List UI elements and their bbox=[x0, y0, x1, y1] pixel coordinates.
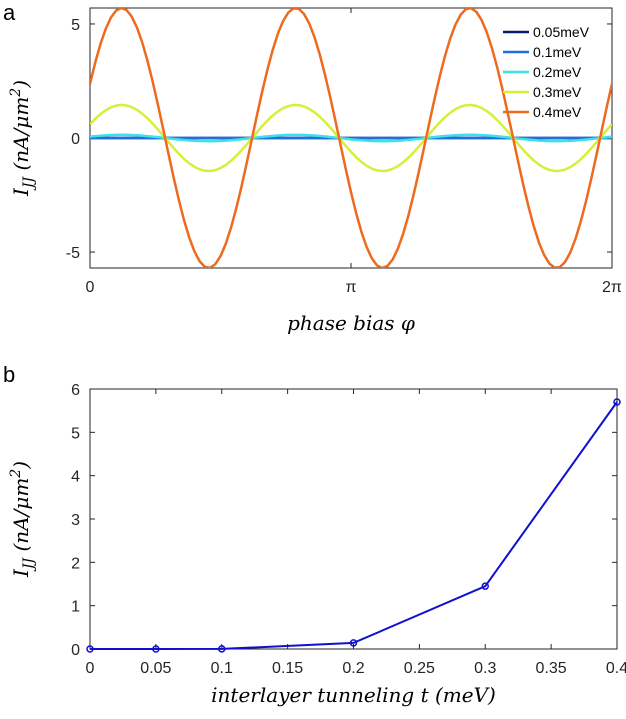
y-tick-label: 2 bbox=[71, 555, 80, 572]
x-tick-label: π bbox=[345, 279, 356, 296]
legend-label: 0.3meV bbox=[533, 84, 582, 100]
y-axis-label: IJJ (nA/μm2) bbox=[8, 461, 37, 578]
data-point bbox=[152, 645, 160, 653]
y-tick-label: -5 bbox=[66, 245, 80, 262]
x-axis-label: phase bias φ bbox=[287, 311, 415, 335]
x-tick-label: 0.3 bbox=[474, 660, 496, 677]
chart-panel-a: a 0 π 2π -5 0 5 phase bias φ IJJ (nA/μm2) 0.05meV… bbox=[3, 0, 622, 335]
legend-label: 0.1meV bbox=[533, 44, 582, 60]
y-label-main: I bbox=[9, 568, 33, 578]
y-tick-label: 0 bbox=[71, 642, 80, 659]
series-line bbox=[90, 401, 618, 650]
x-tick-label: 0.25 bbox=[404, 660, 435, 677]
x-tick-label: 0 bbox=[86, 279, 95, 296]
panel-letter: b bbox=[3, 362, 15, 387]
x-axis-label: interlayer tunneling t (meV) bbox=[211, 683, 496, 707]
y-label-sub: JJ bbox=[21, 176, 37, 192]
data-point bbox=[349, 639, 358, 647]
series-line-0.3meV bbox=[90, 103, 612, 173]
y-tick-label: 0 bbox=[71, 131, 80, 148]
axes-frame bbox=[89, 388, 618, 650]
x-tick-label: 0.35 bbox=[536, 660, 567, 677]
legend-label: 0.05meV bbox=[533, 24, 590, 40]
y-axis-label: IJJ (nA/μm2) bbox=[8, 80, 37, 197]
x-tick-label: 2π bbox=[602, 279, 622, 296]
y-label-sup: 2 bbox=[8, 469, 24, 479]
y-tick-label: 1 bbox=[71, 599, 80, 616]
y-label-main: I bbox=[9, 187, 33, 197]
legend-label: 0.2meV bbox=[533, 64, 582, 80]
y-label-sub: JJ bbox=[21, 557, 37, 573]
y-tick-label: 6 bbox=[71, 382, 80, 399]
y-label-sup: 2 bbox=[8, 88, 24, 98]
y-label-close: ) bbox=[9, 461, 33, 470]
x-tick-label: 0.1 bbox=[211, 660, 233, 677]
x-tick-label: 0.15 bbox=[272, 660, 303, 677]
data-point bbox=[613, 398, 621, 406]
y-label-close: ) bbox=[9, 80, 33, 89]
y-label-unit: (nA/μm bbox=[9, 97, 33, 177]
data-point bbox=[86, 645, 94, 653]
x-tick-label: 0 bbox=[86, 660, 95, 677]
series-line-0.2meV bbox=[90, 133, 612, 143]
legend-label: 0.4meV bbox=[533, 104, 582, 120]
chart-panel-b: b 0 0.05 0.1 0.15 0.2 0.25 0.3 0.35 0.4 0 1 2 3 4 5 6 int… bbox=[3, 362, 626, 707]
panel-letter: a bbox=[3, 0, 16, 25]
data-point bbox=[481, 582, 489, 590]
y-label-unit: (nA/μm bbox=[9, 478, 33, 558]
x-tick-label: 0.05 bbox=[140, 660, 171, 677]
y-tick-label: 4 bbox=[71, 469, 80, 486]
y-tick-label: 5 bbox=[71, 425, 80, 442]
x-tick-label: 0.2 bbox=[342, 660, 364, 677]
y-tick-label: 5 bbox=[71, 17, 80, 34]
series-line-0.4meV bbox=[90, 8, 612, 268]
data-point bbox=[218, 645, 226, 653]
x-tick-label: 0.4 bbox=[606, 660, 626, 677]
legend: 0.05meV 0.1meV 0.2meV 0.3meV 0.4meV bbox=[503, 24, 590, 120]
y-tick-label: 3 bbox=[71, 512, 80, 529]
